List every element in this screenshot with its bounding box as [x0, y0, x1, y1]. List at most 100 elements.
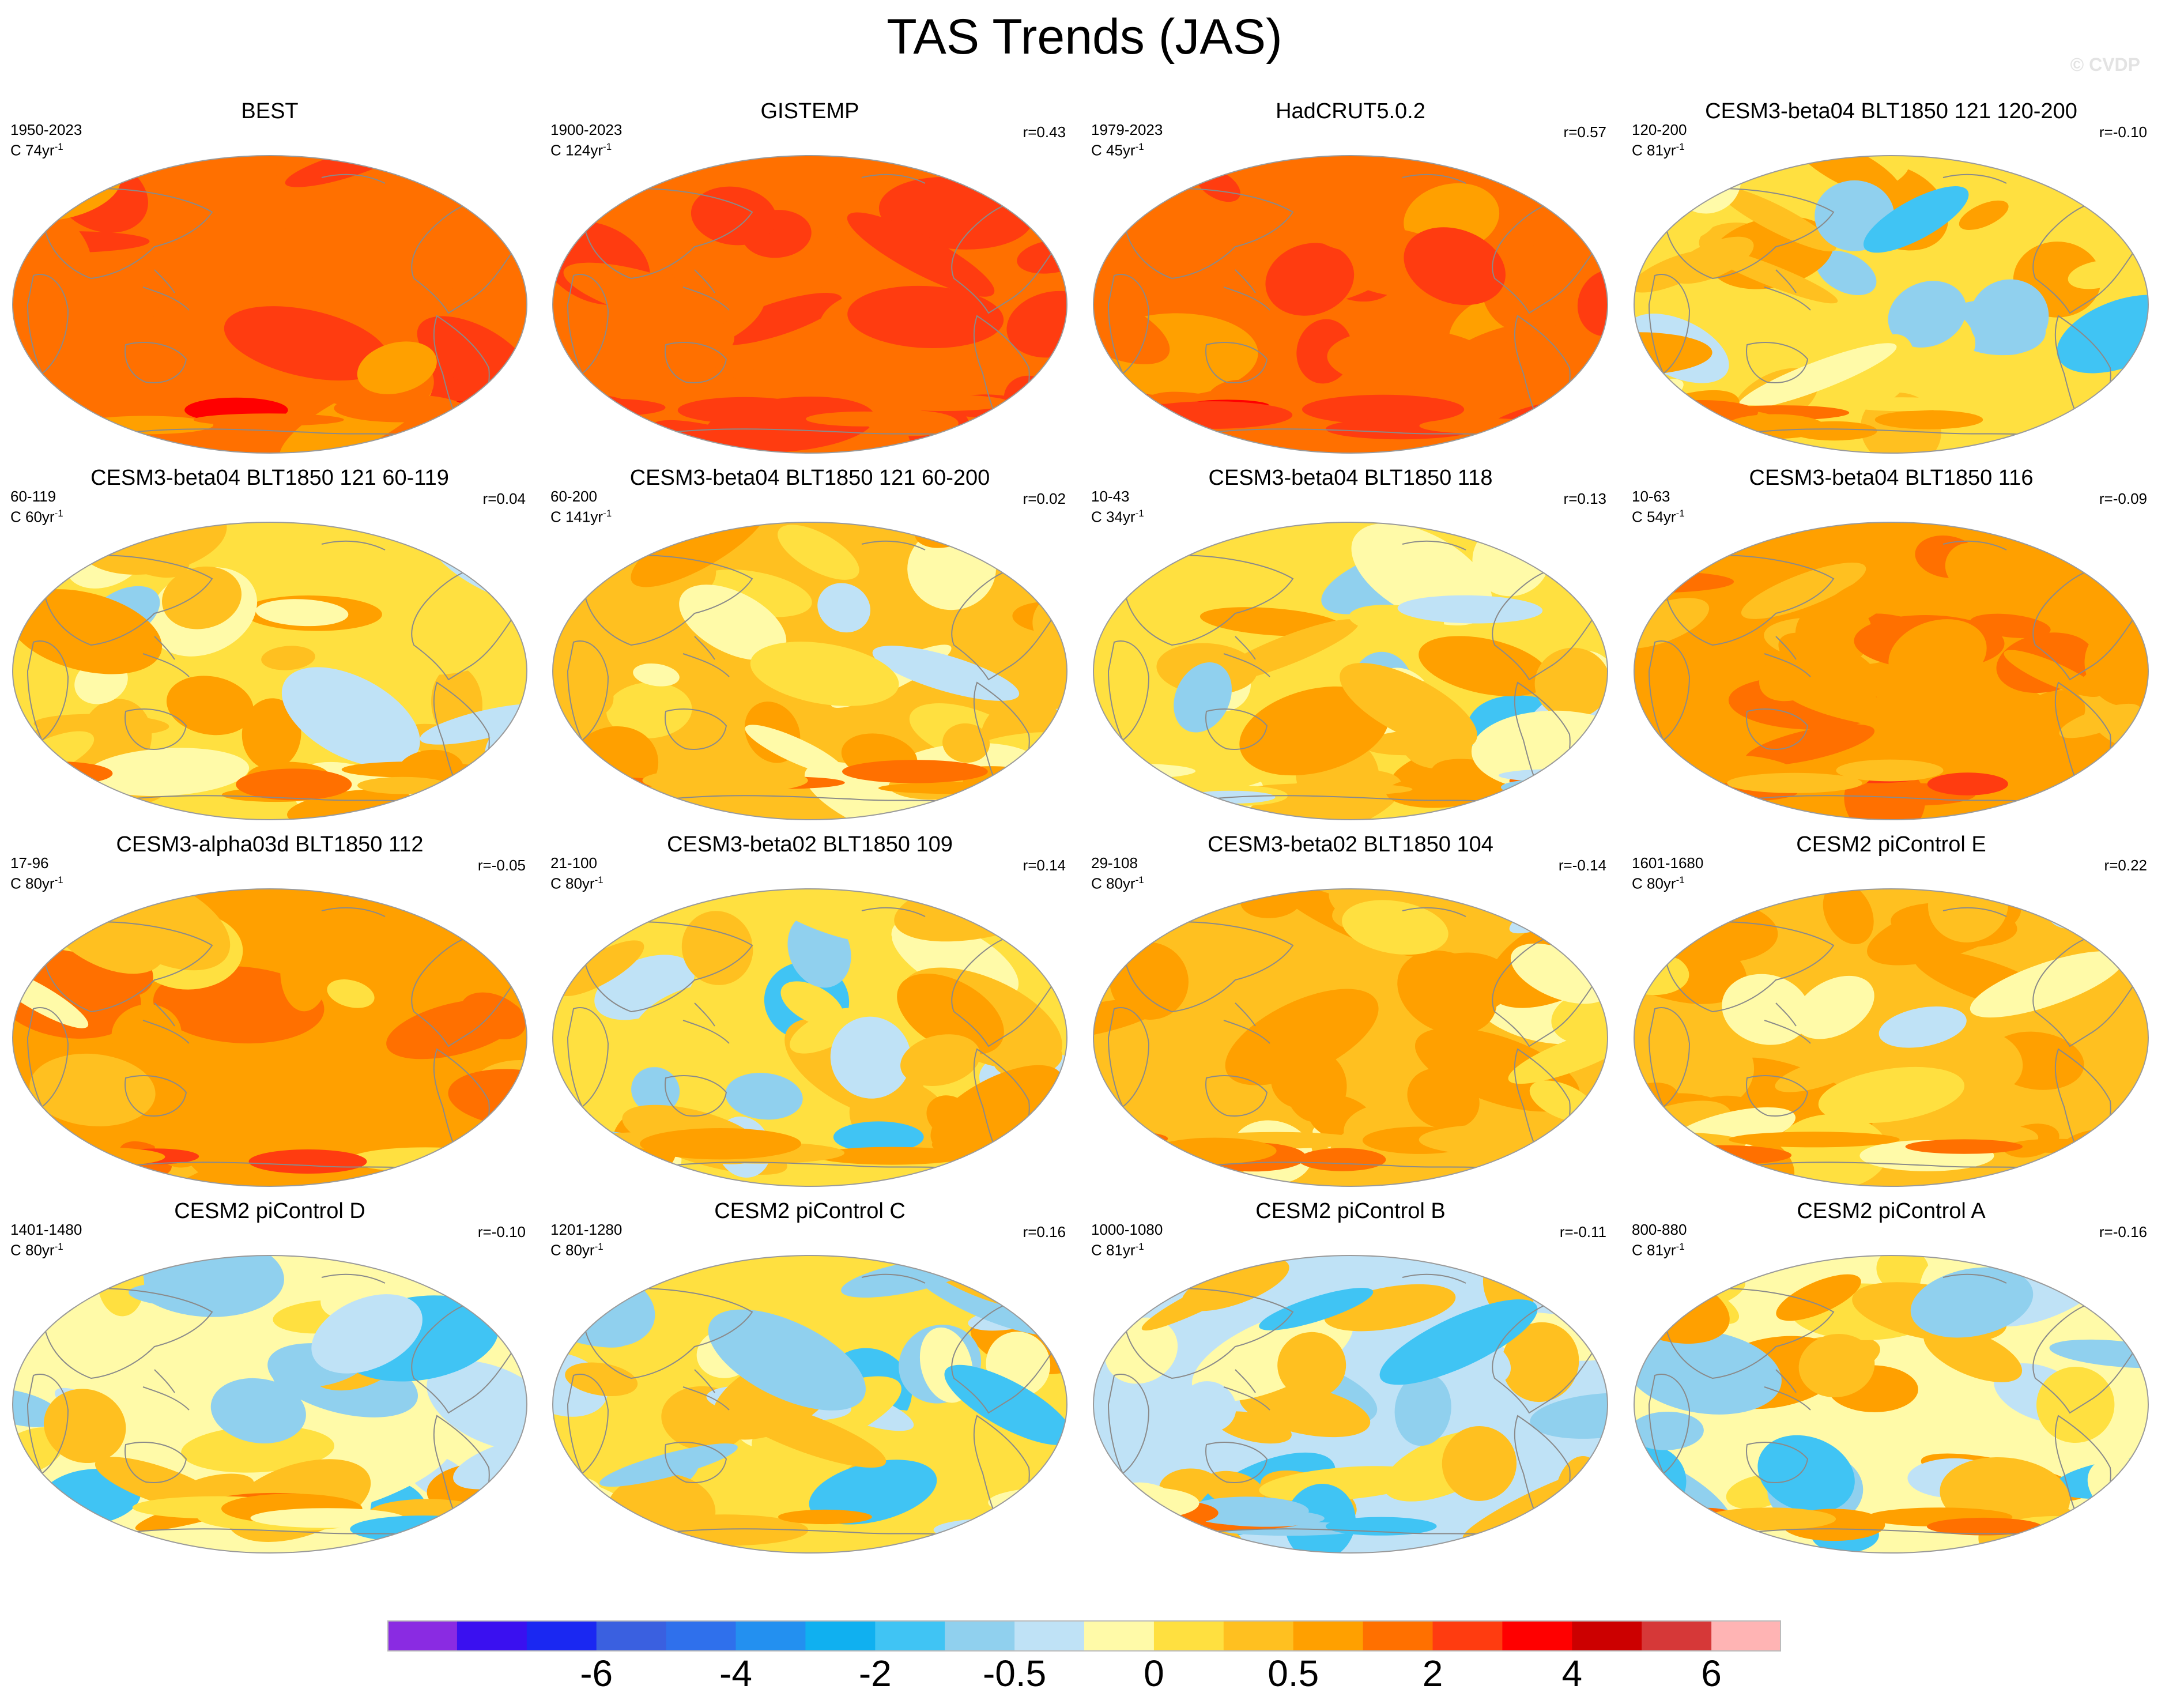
panel-pattern-correlation: r=0.43 [1023, 123, 1066, 141]
coastline [1205, 1075, 1268, 1117]
colorbar-swatch [875, 1621, 945, 1651]
trend-patch [672, 319, 734, 359]
map-panel: CESM3-beta04 BLT1850 121 120-200 120-200 C… [1621, 98, 2161, 455]
southern-ocean-patch [833, 1121, 924, 1153]
map-outline [1633, 888, 2149, 1187]
trend-patch [1741, 562, 1866, 619]
trend-patch [606, 682, 692, 738]
trend-patch [725, 1073, 803, 1120]
coastline [125, 708, 187, 750]
trend-patch [111, 264, 160, 326]
southern-ocean-patch [1634, 1132, 1704, 1146]
panel-pattern-correlation: r=0.13 [1563, 490, 1606, 507]
southern-ocean-patch [1096, 1487, 1199, 1519]
trend-patch [897, 973, 1004, 1055]
panel-title: GISTEMP [760, 99, 859, 123]
trend-patch [691, 186, 777, 246]
colorbar [387, 1620, 1781, 1652]
panel-years: 60-119 [10, 488, 56, 505]
colorbar-tick-label: 4 [1561, 1653, 1583, 1694]
trend-map [1092, 1255, 1609, 1554]
trend-map [12, 1255, 528, 1554]
trend-patch [1442, 1426, 1517, 1501]
trend-patch [1277, 1332, 1346, 1398]
panel-pattern-correlation: r=0.02 [1023, 490, 1066, 507]
coastline [654, 795, 966, 804]
map-panel: BEST 1950-2023 C 74yr-1 [0, 98, 540, 455]
trend-patch [1658, 1030, 1755, 1113]
panel-title: HadCRUT5.0.2 [1276, 99, 1425, 123]
trend-patch [565, 1362, 638, 1397]
southern-ocean-patch [815, 1147, 968, 1165]
coastline [654, 1162, 966, 1171]
trend-patch [631, 522, 768, 587]
southern-ocean-patch [455, 415, 527, 432]
panel-trend-length-text: C 80yr [10, 1241, 55, 1259]
trend-patch [1182, 1381, 1236, 1432]
map-outline [12, 155, 528, 454]
trend-map [12, 888, 528, 1187]
trend-map [552, 155, 1068, 454]
panel-title: CESM3-beta02 BLT1850 104 [1208, 832, 1493, 857]
panel-trend-length-exponent: -1 [1676, 508, 1685, 519]
trend-map [1092, 522, 1609, 820]
trend-patch [681, 911, 753, 985]
southern-ocean-patch [13, 783, 82, 808]
trend-patch [13, 163, 66, 203]
map-outline [1633, 1255, 2149, 1554]
panel-trend-length-exponent: -1 [1135, 141, 1144, 152]
panel-years: 60-200 [550, 488, 597, 505]
trend-patch [13, 1389, 61, 1427]
coastline [1492, 932, 1594, 1047]
coastline [1764, 1369, 1811, 1411]
southern-ocean-patch [1093, 404, 1159, 425]
panel-pattern-correlation: r=-0.05 [477, 857, 526, 874]
trend-patch [2068, 260, 2128, 289]
trend-patch [809, 1460, 937, 1525]
southern-ocean-patch [1298, 1148, 1386, 1171]
southern-ocean-patch [933, 1518, 1067, 1542]
coastline [2032, 932, 2134, 1047]
panel-title: CESM2 piControl B [1255, 1199, 1446, 1223]
coastline [1764, 269, 1811, 311]
map-panel: CESM2 piControl E 1601-1680 C 80yr-1 r=0.22 [1621, 831, 2161, 1189]
panel-trend-length-text: C 80yr [10, 874, 55, 892]
trend-patch [1174, 662, 1232, 733]
map-field [13, 1255, 527, 1553]
coastline [1205, 342, 1268, 383]
panel-pattern-correlation: r=-0.14 [1558, 857, 1606, 874]
panel-pattern-correlation: r=0.57 [1563, 123, 1606, 141]
trend-patch [1502, 1322, 1579, 1402]
map-panel: CESM3-beta04 BLT1850 116 10-63 C 54yr-1 r=-… [1621, 465, 2161, 822]
panel-trend-length: C 81yr-1 [1632, 1238, 1685, 1259]
panel-trend-length-text: C 124yr [550, 141, 603, 159]
coastline [1648, 1374, 1691, 1475]
trend-patch [1407, 1068, 1480, 1130]
panel-trend-length: C 80yr-1 [1091, 872, 1144, 892]
panel-pattern-correlation: r=-0.11 [1559, 1223, 1606, 1241]
panel-title: BEST [241, 99, 299, 123]
map-panel: CESM3-beta04 BLT1850 121 60-119 60-119 C 6… [0, 465, 540, 822]
map-panel: CESM3-beta04 BLT1850 118 10-43 C 34yr-1 r=0… [1081, 465, 1620, 822]
colorbar-swatch [1293, 1621, 1364, 1651]
trend-patch [1722, 974, 1810, 1045]
panel-title: CESM2 piControl E [1796, 832, 1986, 857]
southern-ocean-patch [1132, 401, 1293, 429]
southern-ocean-patch [931, 1130, 1033, 1159]
trend-map [552, 888, 1068, 1187]
coastline [567, 274, 609, 375]
trend-patch [1265, 243, 1355, 316]
southern-ocean-patch [1325, 1517, 1437, 1536]
panel-title: CESM3-beta04 BLT1850 121 120-200 [1705, 99, 2077, 123]
coastline [142, 1369, 190, 1411]
trend-patch [258, 1093, 374, 1129]
coastline [1492, 565, 1594, 681]
panel-trend-length-exponent: -1 [594, 874, 603, 885]
colorbar-swatch [1642, 1621, 1712, 1651]
panel-title: CESM3-beta04 BLT1850 116 [1749, 466, 2034, 490]
panel-trend-length-text: C 54yr [1632, 508, 1676, 526]
trend-patch [1798, 1334, 1875, 1397]
southern-ocean-patch [1638, 418, 1721, 434]
trend-patch [557, 940, 644, 997]
trend-patch [1970, 951, 2123, 1018]
